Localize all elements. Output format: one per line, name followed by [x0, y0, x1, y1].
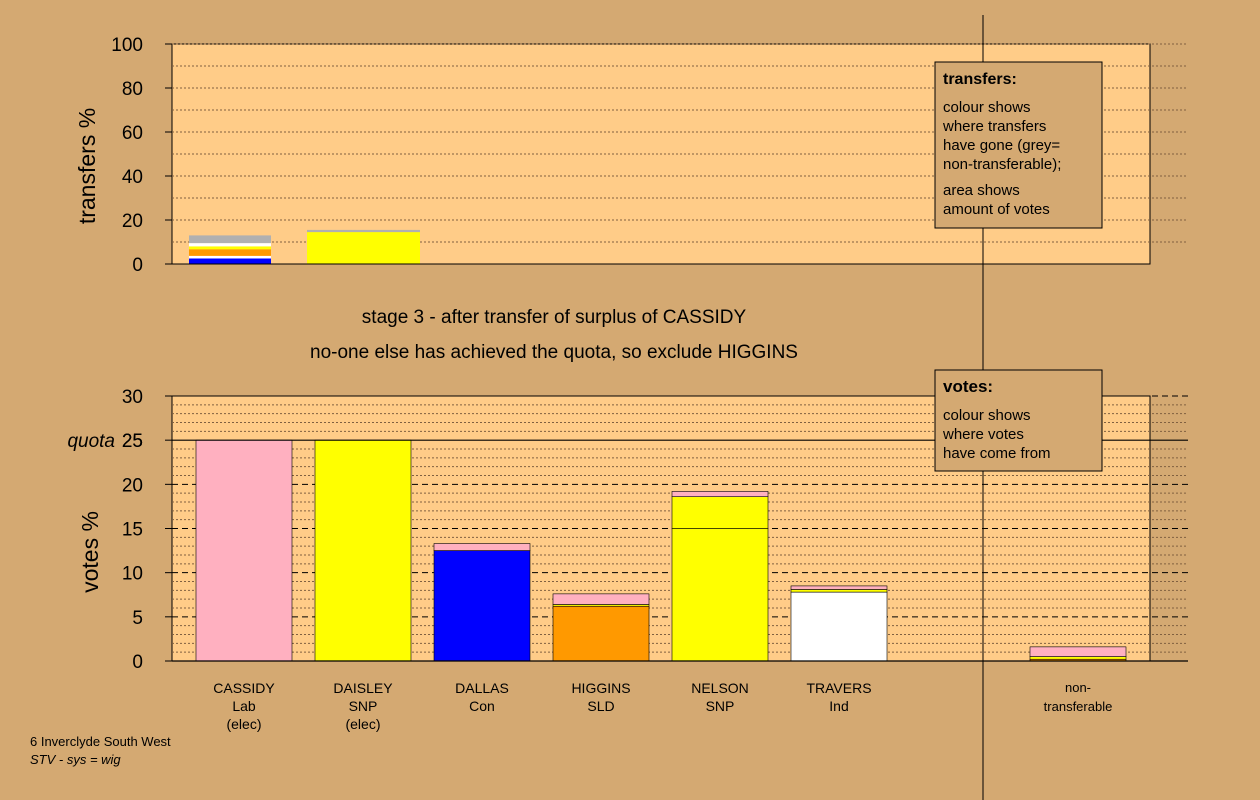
transfer-bar-segment	[189, 243, 271, 247]
candidate-name: DAISLEY	[333, 680, 393, 696]
transfers-legend-line: have gone (grey=	[943, 137, 1060, 154]
transfers-legend: transfers: colour shows where transfers …	[934, 61, 1103, 229]
candidate-name: HIGGINS	[571, 680, 630, 696]
transfers-y-axis-label: transfers %	[74, 108, 100, 224]
votes-legend-title: votes:	[943, 377, 993, 396]
stage-line-2: no-one else has achieved the quota, so e…	[310, 342, 798, 363]
transfers-legend-line: area shows	[943, 182, 1020, 199]
candidate-name: NELSON	[691, 680, 749, 696]
transfer-bar-segment	[189, 235, 271, 244]
nontransferable-bar-segment	[1029, 656, 1127, 660]
candidate-party: Ind	[829, 698, 848, 714]
stage-line-1: stage 3 - after transfer of surplus of C…	[362, 307, 747, 328]
nontransferable-label: non-	[1065, 680, 1091, 695]
transfers-tick-label: 80	[122, 79, 143, 100]
candidate-name: TRAVERS	[806, 680, 871, 696]
votes-legend: votes: colour shows where votes have com…	[934, 369, 1103, 472]
transfers-tick-label: 60	[122, 123, 143, 144]
transfers-legend-line: amount of votes	[943, 201, 1050, 218]
transfers-legend-line: non-transferable);	[943, 156, 1061, 173]
system-note: STV - sys = wig	[30, 752, 121, 767]
candidate-party: SNP	[349, 698, 378, 714]
transfers-tick-label: 0	[132, 255, 143, 276]
candidate-status: (elec)	[226, 716, 261, 732]
votes-y-axis-label: votes %	[77, 511, 103, 593]
votes-legend-line: where votes	[942, 426, 1024, 443]
vote-bar-segment	[671, 496, 769, 529]
vote-bar-segment	[671, 491, 769, 497]
candidate-name: CASSIDY	[213, 680, 275, 696]
votes-tick-label: 20	[122, 475, 143, 496]
quota-tick-label: 25	[122, 431, 143, 452]
transfer-bar-segment	[307, 232, 420, 264]
quota-label: quota	[67, 431, 115, 452]
transfer-bar-segment	[189, 249, 271, 256]
vote-bar-segment	[790, 591, 888, 662]
vote-bar-segment	[790, 585, 888, 590]
vote-bar-segment	[552, 605, 650, 662]
votes-tick-label: 25	[122, 431, 143, 452]
candidate-party: SNP	[706, 698, 735, 714]
candidate-party: Con	[469, 698, 495, 714]
vote-bar-segment	[790, 589, 888, 593]
vote-bar-segment	[195, 439, 293, 662]
transfers-bars	[172, 229, 1150, 265]
nontransferable-label: transferable	[1044, 699, 1113, 714]
votes-tick-label: 0	[132, 652, 143, 673]
transfer-bar-segment	[189, 246, 271, 250]
transfer-bar-segment	[307, 229, 420, 233]
vote-bar-segment	[433, 543, 531, 551]
transfers-legend-line: colour shows	[943, 99, 1031, 116]
transfers-legend-line: where transfers	[942, 118, 1046, 135]
nontransferable-bar-segment	[1029, 646, 1127, 657]
candidate-name: DALLAS	[455, 680, 509, 696]
candidate-status: (elec)	[345, 716, 380, 732]
transfer-bar-segment	[189, 258, 271, 264]
transfer-bar-segment	[189, 255, 271, 259]
transfers-legend-title: transfers:	[943, 71, 1017, 88]
ward-name: 6 Inverclyde South West	[30, 734, 171, 749]
transfers-tick-label: 20	[122, 211, 143, 232]
vote-bar-segment	[314, 439, 412, 662]
vote-bar-segment	[671, 528, 769, 662]
vote-bar-segment	[433, 550, 531, 662]
vote-bar-segment	[552, 593, 650, 605]
transfers-tick-label: 100	[111, 35, 143, 56]
votes-legend-line: colour shows	[943, 407, 1031, 424]
votes-tick-label: 15	[122, 520, 143, 541]
votes-tick-label: 10	[122, 564, 143, 585]
votes-legend-line: have come from	[943, 445, 1051, 462]
candidate-party: Lab	[232, 698, 256, 714]
votes-legend-box	[934, 369, 1103, 472]
transfers-tick-label: 40	[122, 167, 143, 188]
votes-tick-label: 30	[122, 387, 143, 408]
votes-x-labels: CASSIDY Lab (elec) DAISLEY SNP (elec) DALLAS Co…	[213, 680, 1112, 732]
transfers-y-ticks: 0 20 40 60 80 100	[111, 35, 172, 276]
transfers-legend-box	[934, 61, 1103, 229]
votes-tick-label: 5	[132, 608, 143, 629]
candidate-party: SLD	[587, 698, 614, 714]
